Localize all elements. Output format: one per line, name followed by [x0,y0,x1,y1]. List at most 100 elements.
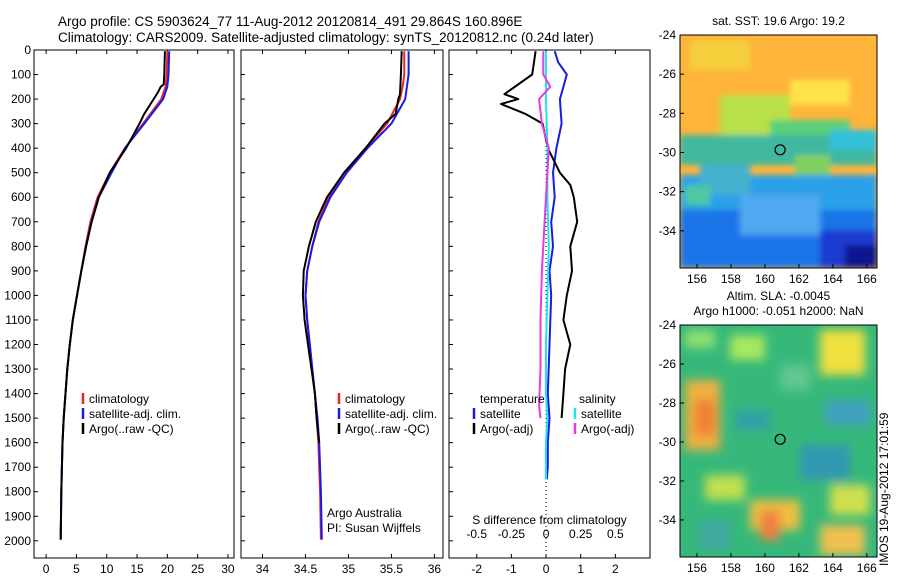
temperature-x-tick-label: 20 [161,562,175,576]
sst-lat-label: -28 [659,106,677,120]
sla-lat-label: -32 [659,474,677,488]
sdiff-series-argo [538,51,552,419]
sla-blob [760,510,780,540]
sst-map-frame [679,34,878,269]
tdiff-series-argo [500,51,579,419]
tdiff-x-tick-label: -1 [506,562,517,576]
depth-tick-label: 800 [11,239,31,253]
temperature-legend-entry: satellite-adj. clim. [89,407,181,421]
depth-tick-label: 500 [11,166,31,180]
sst-blob [740,195,820,235]
sla-map-title: Altim. SLA: -0.0045 [727,289,831,303]
sst-lat-label: -24 [659,28,677,42]
temperature-axes-frame [33,49,235,559]
salinity-x-tick-label: 34 [256,562,270,576]
sla-lon-label: 156 [687,561,707,575]
sst-lon-label: 158 [721,272,741,286]
sla-blobs [685,330,870,555]
sla-lon-label: 158 [721,561,741,575]
temperature-x-tick-label: 25 [191,562,205,576]
sla-map-title: Argo h1000: -0.051 h2000: NaN [693,304,863,318]
sla-lon-label: 160 [755,561,775,575]
salinity-axes-frame [240,49,444,559]
sdiff-tick-label: -0.25 [498,527,526,541]
depth-tick-label: 1100 [5,313,31,327]
depth-tick-label: 2000 [4,534,31,548]
sdiff-tick-label: 0.5 [607,527,624,541]
sla-field [680,325,877,557]
sla-argo-marker [774,433,786,445]
depth-tick-label: 0 [24,43,31,57]
salinity-x-tick-label: 34.5 [294,562,318,576]
sla-lat-label: -26 [659,357,677,371]
sst-lon-label: 160 [755,272,775,286]
sla-blob [820,330,865,375]
tdiff-legend-entry: Argo(-adj) [480,422,533,436]
sst-blob [795,155,830,175]
depth-tick-label: 1200 [4,337,31,351]
depth-tick-label: 900 [11,264,31,278]
sst-field [680,35,877,268]
sst-blob [690,40,750,70]
sla-lon-label: 164 [823,561,843,575]
temperature-x-tick-label: 15 [130,562,144,576]
depth-tick-label: 1700 [4,460,31,474]
depth-tick-label: 200 [11,92,31,106]
depth-tick-label: 600 [11,190,31,204]
sla-lon-label: 162 [789,561,809,575]
temperature-x-tick-label: 5 [73,562,80,576]
sla-blob [800,445,850,480]
sdiff-legend-entry: Argo(-adj) [581,422,634,436]
tdiff-legend-title: temperature [480,392,545,406]
salinity-annotation: Argo Australia [327,506,402,520]
salinity-legend-entry: Argo(..raw -QC) [345,422,430,436]
sla-blob [700,520,730,550]
depth-tick-label: 1600 [4,436,31,450]
sla-blob [820,525,865,555]
tdiff-x-tick-label: 0 [543,562,550,576]
tdiff-legend-entry: satellite [480,407,521,421]
sst-lat-label: -26 [659,67,677,81]
temperature-xlabel: temperature (deg C) [80,578,188,580]
difference-panel: -2 -1 0 1 2 -0.5 -0.25 0 0.25 0.5S difference fro… [448,49,651,580]
sla-map: 156 158 160 162 164 166 -24 -26 -28 -30 -32 -34 Alti… [659,289,878,575]
sla-map-frame [679,324,878,558]
sla-blob [780,365,810,390]
depth-tick-label: 300 [11,117,31,131]
depth-tick-label: 100 [11,68,31,82]
tdiff-xlabel: T difference from climatology [473,578,627,580]
temperature-x-tick-label: 0 [43,562,50,576]
sla-blob [830,485,870,515]
sst-lon-label: 162 [789,272,809,286]
depth-tick-label: 1900 [4,509,31,523]
sdiff-tick-label: -0.5 [466,527,487,541]
temperature-legend-entry: climatology [89,392,149,406]
sst-blobs [680,40,877,268]
salinity-series-satellite [304,51,410,540]
salinity-x-tick-label: 35.5 [380,562,404,576]
chart-subtitle: Climatology: CARS2009. Satellite-adjuste… [58,30,594,45]
sst-argo-marker [774,144,786,156]
sst-lat-label: -34 [659,224,677,238]
depth-tick-label: 1800 [4,485,31,499]
depth-tick-label: 1400 [4,387,31,401]
sst-map: 156 158 160 162 164 166 -24 -26 -28 -30 -32 -34 sat.… [659,14,878,286]
depth-tick-label: 400 [11,141,31,155]
sst-blob [685,185,710,205]
tdiff-x-tick-label: -2 [471,562,482,576]
salinity-x-tick-label: 35 [342,562,356,576]
sla-lat-label: -34 [659,513,677,527]
sdiff-legend-entry: satellite [581,407,622,421]
sla-blob [695,400,715,435]
depth-tick-label: 1300 [4,362,31,376]
sla-lat-label: -28 [659,396,677,410]
sla-blob [735,410,770,430]
salinity-x-tick-label: 36 [428,562,442,576]
salinity-annotation: PI: Susan Wijffels [327,521,421,535]
sdiff-tick-label: 0.25 [569,527,593,541]
temperature-legend-entry: Argo(..raw -QC) [89,422,174,436]
sla-blob [730,335,765,360]
salinity-panel: 34 34.5 35 35.5 36 salinity climatologysatelli… [240,49,444,580]
imos-stamp: IMOS 19-Aug-2012 17:01:59 [877,412,891,566]
